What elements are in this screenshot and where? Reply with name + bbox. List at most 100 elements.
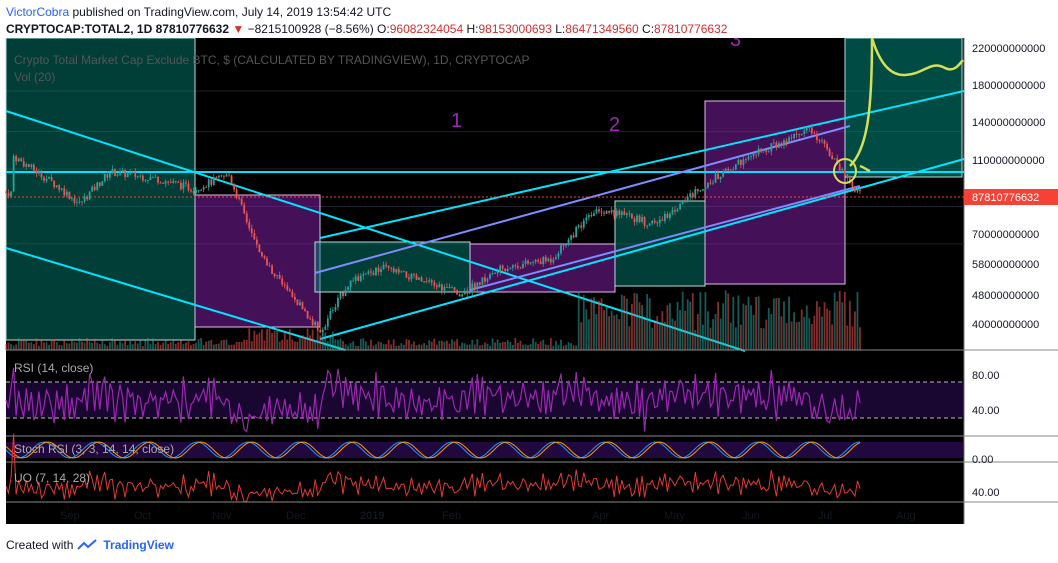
candle-body (30, 164, 33, 168)
volume-bar (415, 345, 418, 350)
volume-bar (745, 305, 747, 350)
volume-bar (613, 315, 616, 350)
volume-bar (15, 344, 18, 350)
ascending-channel-lower[interactable] (319, 158, 965, 340)
candle-body (326, 318, 329, 327)
volume-bar (598, 300, 600, 350)
volume-bar (81, 341, 83, 350)
price-chart[interactable]: 1 2 3 Crypto Total Market Cap Exclude BT… (0, 38, 1058, 530)
candle-body (653, 220, 656, 223)
candle-body (859, 189, 861, 191)
volume-bar (144, 340, 147, 350)
volume-bar (380, 342, 382, 350)
volume-bar (91, 342, 94, 350)
candle-body (560, 245, 562, 254)
volume-bar (86, 338, 88, 350)
candle-body (212, 177, 215, 185)
volume-bar (821, 316, 823, 350)
candle-body (430, 280, 433, 283)
volume-bar (286, 339, 289, 350)
candle-body (724, 168, 727, 172)
candle-body (506, 268, 509, 271)
candle-body (778, 143, 780, 148)
candle-body (679, 204, 681, 210)
volume-bar (433, 338, 436, 350)
time-tick: Jul (818, 510, 832, 522)
candle-body (577, 225, 580, 227)
candle-body (828, 149, 831, 156)
candle-body (484, 277, 486, 282)
volume-bar (608, 316, 611, 350)
candle-body (157, 176, 159, 183)
candle-body (463, 290, 466, 295)
candle-body (446, 286, 448, 288)
volume-bar (223, 339, 225, 350)
projection-path[interactable] (849, 38, 964, 167)
volume-bar (501, 341, 504, 350)
candle-body (263, 256, 266, 259)
volume-bar (225, 339, 228, 350)
volume-bar (182, 344, 185, 350)
volume-bar (836, 301, 839, 350)
volume-bar (228, 344, 230, 350)
published-text: published on TradingView.com, July 14, 2… (72, 5, 392, 19)
tradingview-brand[interactable]: TradingView (103, 538, 174, 552)
candle-body (823, 140, 826, 144)
candle-body (255, 239, 258, 245)
volume-bar (187, 341, 190, 350)
time-tick: May (664, 510, 685, 522)
price-axis[interactable]: 220000000000 180000000000 140000000000 1… (972, 43, 1045, 331)
descending-channel-lower[interactable] (5, 247, 346, 351)
candle-body (458, 294, 461, 297)
candle-body (527, 260, 529, 264)
time-tick: Oct (134, 510, 151, 522)
candle-body (339, 292, 342, 299)
candle-body (691, 193, 694, 198)
volume-bar (167, 343, 170, 350)
ascending-channel-upper[interactable] (319, 90, 965, 239)
author-name[interactable]: VictorCobra (6, 5, 70, 19)
candle-body (443, 286, 446, 291)
volume-bar (451, 339, 453, 350)
candle-body (144, 180, 147, 182)
volume-bar (106, 345, 109, 350)
rsi-label: RSI (14, close) (14, 361, 93, 375)
candle-body (793, 133, 796, 139)
candle-body (785, 140, 788, 143)
candle-body (816, 133, 818, 141)
candle-body (63, 188, 66, 196)
candle-body (739, 159, 742, 165)
volume-bar (615, 314, 618, 350)
stoch-label: Stoch RSI (3, 3, 14, 14, close) (14, 442, 174, 456)
candle-body (238, 198, 241, 199)
candle-body (694, 189, 697, 198)
highlight-circle[interactable] (833, 158, 857, 184)
volume-bar (623, 295, 626, 350)
candle-body (45, 178, 48, 181)
candle-body (139, 175, 142, 177)
candle-body (182, 182, 185, 190)
wedge-lower[interactable] (469, 185, 861, 291)
teal-box-4 (844, 38, 963, 178)
candle-body (704, 187, 707, 190)
candle-body (453, 287, 456, 291)
candle-body (805, 127, 808, 131)
volume-bar (245, 339, 248, 350)
candle-body (248, 222, 251, 229)
volume-bar (164, 340, 167, 350)
candle-body (570, 235, 573, 240)
volume-bar (425, 345, 428, 350)
candle-body (707, 182, 709, 188)
candle-body (788, 137, 790, 143)
volume-bar (547, 344, 550, 350)
volume-bar (27, 342, 30, 350)
volume-bar (590, 298, 593, 350)
candle-body (615, 210, 618, 217)
volume-bar (309, 335, 311, 350)
volume-bar (466, 344, 469, 350)
candle-body (228, 174, 230, 176)
volume-bar (116, 344, 119, 350)
low-value: 86471349560 (565, 22, 639, 36)
time-axis[interactable]: Sep Oct Nov Dec 2019 Feb Apr May Jun Jul… (60, 510, 916, 522)
volume-bar (354, 345, 357, 350)
